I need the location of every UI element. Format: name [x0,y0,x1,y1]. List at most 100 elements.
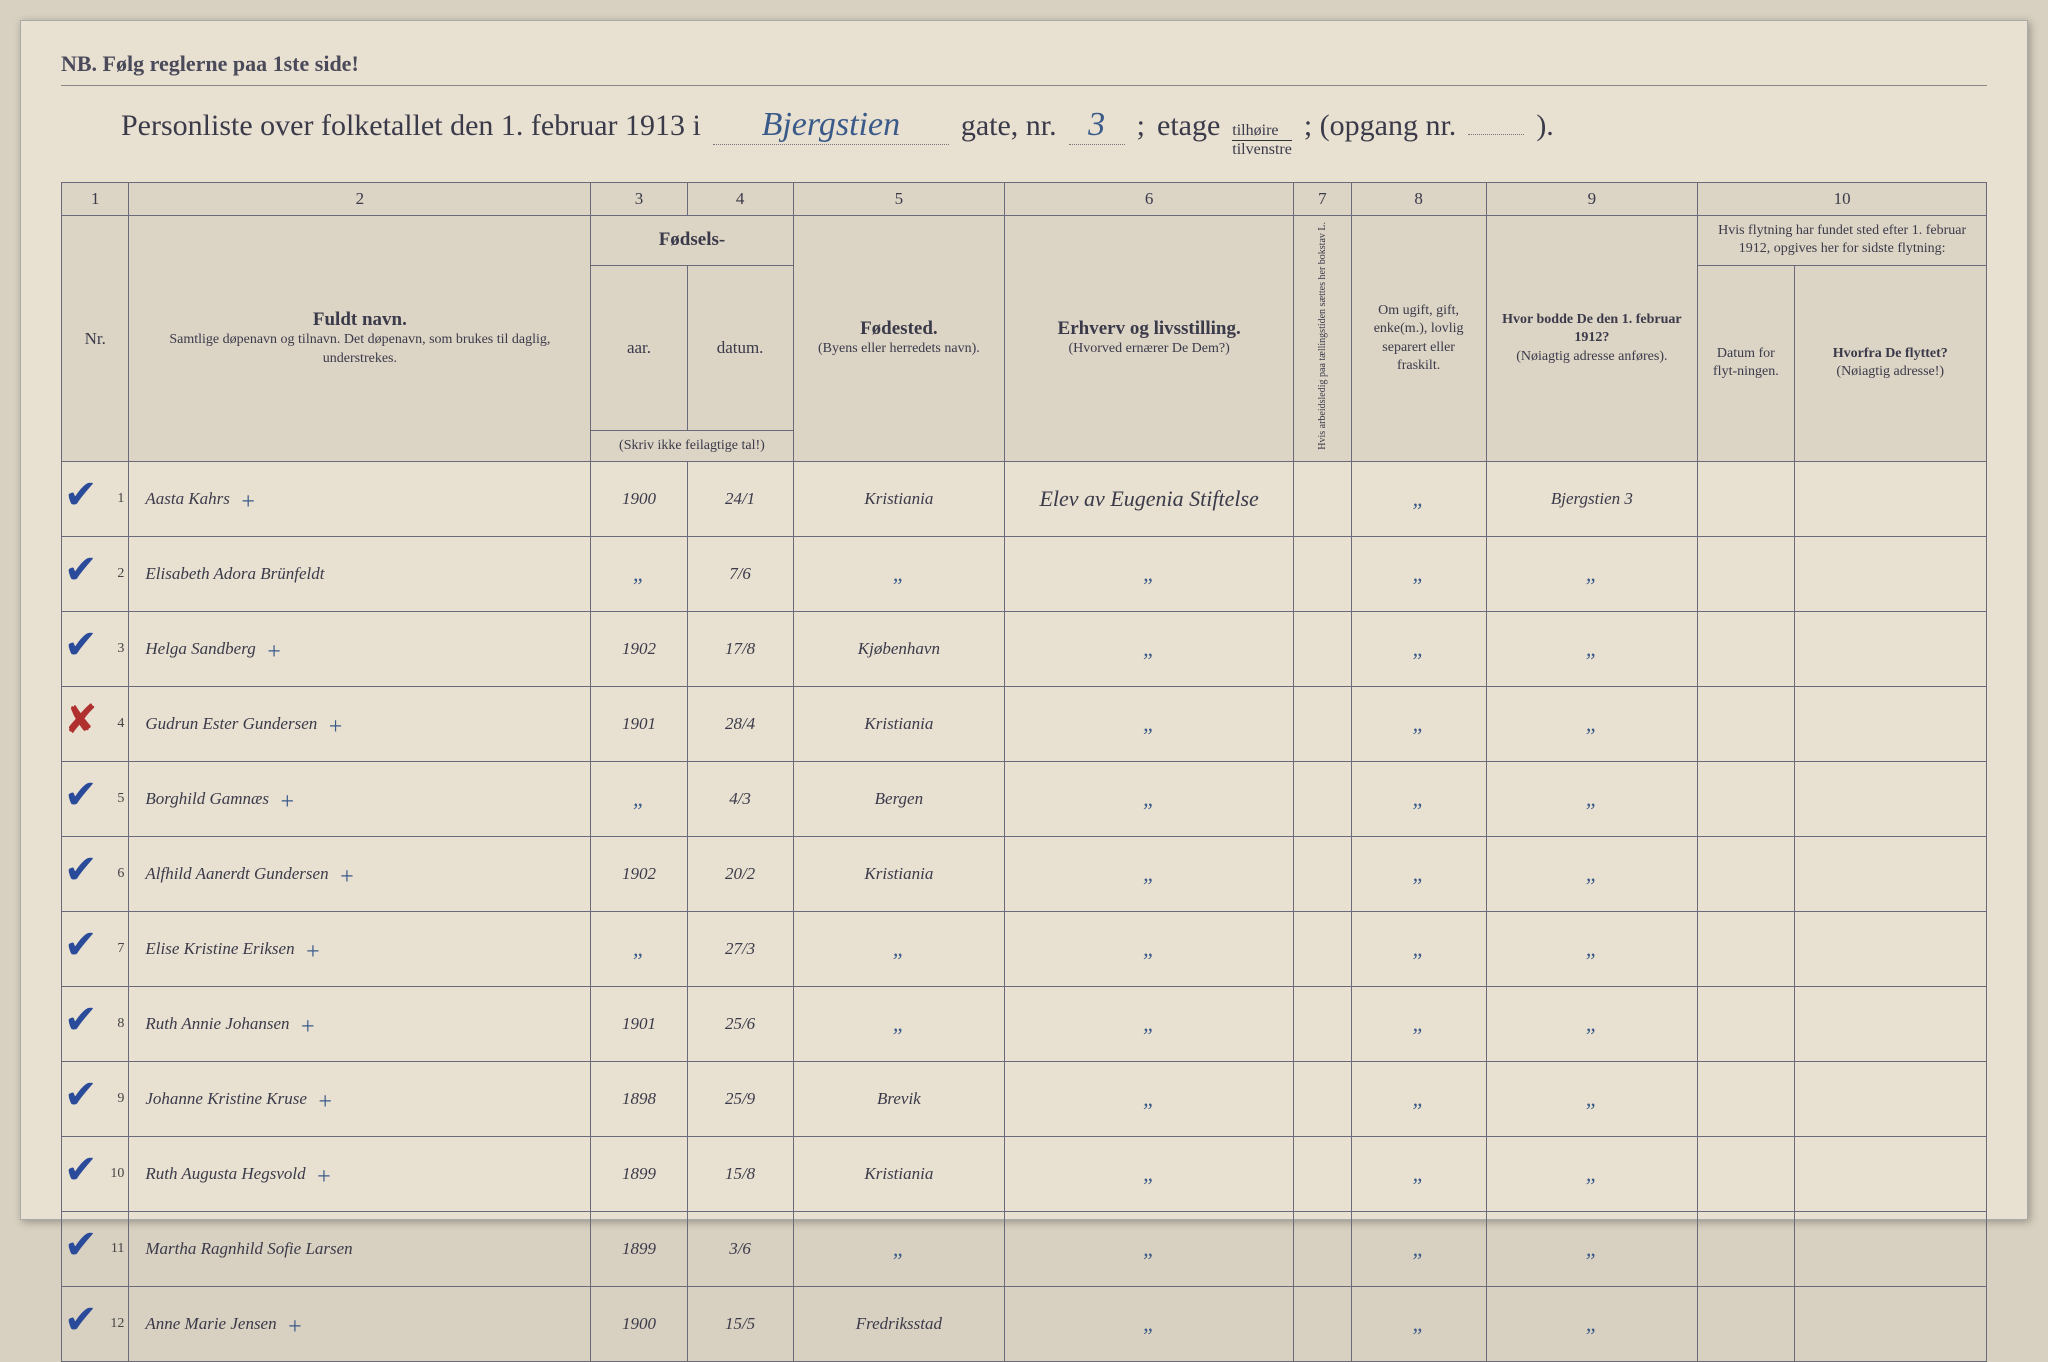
colnum-8: 8 [1351,183,1486,216]
cell-date: 25/9 [687,1061,793,1136]
cell-name: Elisabeth Adora Brünfeldt [129,536,591,611]
table-row: ✔5Borghild Gamnæs+„4/3Bergen„„„ [62,761,1987,836]
hdr-name: Fuldt navn. Samtlige døpenavn og tilnavn… [129,216,591,462]
cell-date: 17/8 [687,611,793,686]
check-mark-icon: ✔ [64,847,98,893]
cell-c10a [1698,461,1794,536]
cell-year: „ [591,761,687,836]
cell-date: 15/8 [687,1136,793,1211]
check-mark-icon: ✔ [64,1297,98,1343]
check-mark-icon: ✔ [64,997,98,1043]
cell-c10a [1698,1211,1794,1286]
cell-c10a [1698,986,1794,1061]
census-page: NB. Følg reglerne paa 1ste side! Personl… [20,20,2028,1220]
cell-occupation: „ [1005,1286,1294,1361]
table-row: ✔7Elise Kristine Eriksen+„27/3„„„„ [62,911,1987,986]
table-row: ✔10Ruth Augusta Hegsvold+189915/8Kristia… [62,1136,1987,1211]
plus-mark: + [240,489,256,516]
hdr-bp-main: Fødested. [802,318,997,340]
plus-mark: + [327,714,343,741]
cell-c10b [1794,536,1987,611]
cell-year: 1902 [591,611,687,686]
cell-c10b [1794,911,1987,986]
gate-label: gate, nr. [961,109,1057,143]
plus-mark: + [279,789,295,816]
hdr-col7: Hvis arbeidsledig paa tællingstiden sætt… [1294,216,1352,462]
cell-name: Aasta Kahrs+ [129,461,591,536]
cell-c7 [1294,536,1352,611]
title-line: Personliste over folketallet den 1. febr… [61,106,1987,158]
cell-c8: „ [1351,536,1486,611]
cell-c8: „ [1351,986,1486,1061]
hdr-birth-main: Fødsels- [659,229,726,250]
cell-birthplace: Kristiania [793,461,1005,536]
cell-date: 20/2 [687,836,793,911]
hdr-col9: Hvor bodde De den 1. februar 1912? (Nøia… [1486,216,1698,462]
cell-c10b [1794,1211,1987,1286]
table-row: ✔12Anne Marie Jensen+190015/5Fredrikssta… [62,1286,1987,1361]
cell-nr: ✔6 [62,836,129,911]
cell-c10b [1794,836,1987,911]
cell-birthplace: „ [793,986,1005,1061]
cell-year: 1901 [591,686,687,761]
cell-date: 25/6 [687,986,793,1061]
hdr-col10a-text: Datum for flyt-ningen. [1706,345,1785,381]
colnum-7: 7 [1294,183,1352,216]
check-mark-icon: ✘ [64,697,98,743]
frac-top: tilhøire [1232,122,1292,141]
close-paren: ). [1536,109,1554,143]
cell-c10a [1698,761,1794,836]
cell-c7 [1294,911,1352,986]
cell-birthplace: „ [793,536,1005,611]
cell-year: 1899 [591,1136,687,1211]
cell-occupation: „ [1005,986,1294,1061]
cell-year: 1901 [591,986,687,1061]
cell-nr: ✔12 [62,1286,129,1361]
cell-c8: „ [1351,761,1486,836]
cell-birthplace: Fredriksstad [793,1286,1005,1361]
table-row: ✔9Johanne Kristine Kruse+189825/9Brevik„… [62,1061,1987,1136]
cell-c8: „ [1351,1136,1486,1211]
cell-nr: ✔7 [62,911,129,986]
cell-c9: „ [1486,911,1698,986]
cell-occupation: „ [1005,1136,1294,1211]
cell-nr: ✔11 [62,1211,129,1286]
cell-date: 15/5 [687,1286,793,1361]
cell-c10a [1698,1061,1794,1136]
colnum-1: 1 [62,183,129,216]
hdr-col9-main: Hvor bodde De den 1. februar 1912? [1495,311,1690,347]
check-mark-icon: ✔ [64,1147,98,1193]
plus-mark: + [317,1089,333,1116]
cell-c8: „ [1351,911,1486,986]
etage-label: etage [1157,109,1220,143]
cell-name: Martha Ragnhild Sofie Larsen [129,1211,591,1286]
cell-c7 [1294,611,1352,686]
hdr-birth-dt: datum. [687,265,793,430]
nb-notice: NB. Følg reglerne paa 1ste side! [61,51,1987,86]
cell-nr: ✔8 [62,986,129,1061]
cell-c9: „ [1486,611,1698,686]
cell-nr: ✔10 [62,1136,129,1211]
table-row: ✔11Martha Ragnhild Sofie Larsen18993/6„„… [62,1211,1987,1286]
cell-c7 [1294,1061,1352,1136]
hdr-col8-text: Om ugift, gift, enke(m.), lovlig separer… [1360,302,1478,375]
cell-c7 [1294,986,1352,1061]
cell-c8: „ [1351,1286,1486,1361]
hdr-birth: Fødsels- [591,216,793,265]
cell-c10a [1698,536,1794,611]
cell-c8: „ [1351,461,1486,536]
colnum-3: 3 [591,183,687,216]
cell-c7 [1294,836,1352,911]
hdr-name-main: Fuldt navn. [137,309,582,331]
colnum-9: 9 [1486,183,1698,216]
cell-nr: ✔3 [62,611,129,686]
cell-birthplace: Brevik [793,1061,1005,1136]
hdr-name-sub: Samtlige døpenavn og tilnavn. Det døpena… [137,331,582,367]
table-row: ✔6Alfhild Aanerdt Gundersen+190220/2Kris… [62,836,1987,911]
cell-occupation: „ [1005,761,1294,836]
plus-mark: + [339,864,355,891]
cell-occupation: „ [1005,1061,1294,1136]
cell-nr: ✘4 [62,686,129,761]
cell-occupation: „ [1005,836,1294,911]
opgang-fill [1468,134,1524,135]
